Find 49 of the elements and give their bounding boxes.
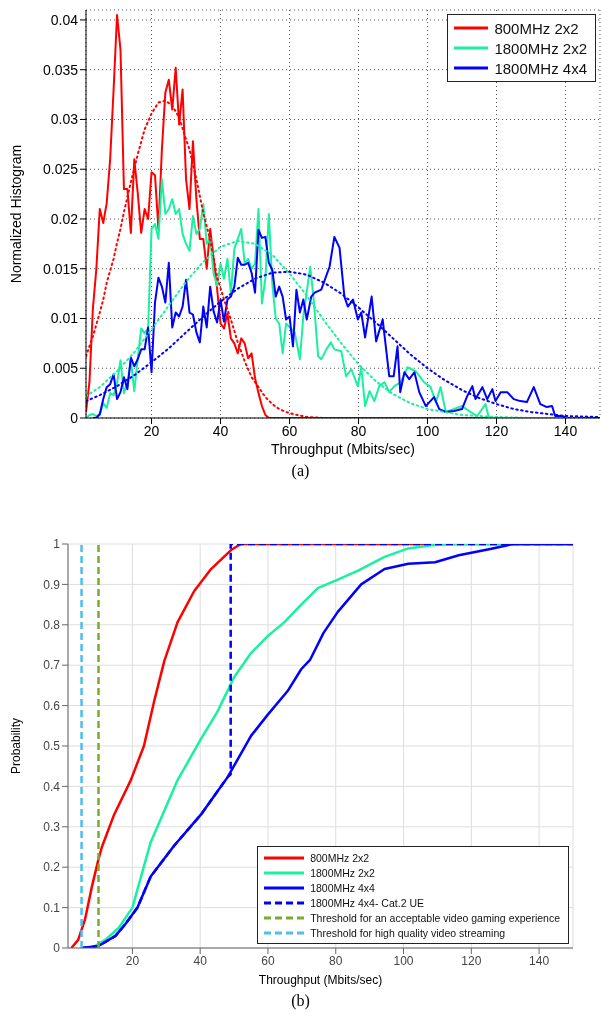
legend-label: 800MHz 2x2 — [310, 851, 370, 864]
y-tick-label: 1 — [53, 537, 61, 552]
y-tick-label: 0.6 — [43, 698, 61, 713]
y-tick-label: 0.5 — [43, 739, 61, 754]
y-tick-label: 0.02 — [50, 210, 79, 227]
y-tick-label: 0.3 — [43, 820, 61, 835]
y-tick-label: 0 — [70, 409, 79, 426]
x-tick-label: 20 — [143, 422, 160, 439]
x-tick-label: 120 — [461, 953, 482, 968]
y-axis-title: Normalized Histogram — [7, 144, 24, 284]
legend-label: 1800MHz 2x2 — [494, 39, 587, 57]
legend-label: 1800MHz 2x2 — [310, 866, 375, 879]
x-axis-title: Throughput (Mbits/sec) — [271, 441, 415, 457]
x-tick-label: 20 — [125, 953, 140, 968]
y-tick-label: 0.03 — [50, 111, 79, 128]
y-tick-label: 0.7 — [43, 658, 61, 673]
legend-label: 800MHz 2x2 — [494, 19, 579, 37]
y-tick-label: 0.035 — [42, 61, 79, 78]
x-tick-label: 60 — [281, 422, 298, 439]
x-tick-label: 100 — [393, 953, 414, 968]
x-tick-label: 60 — [261, 953, 275, 968]
legend-label: Threshold for high quality video streaming — [310, 926, 506, 939]
y-tick-label: 0.8 — [43, 618, 61, 633]
y-tick-label: 0 — [53, 941, 61, 956]
y-tick-label: 0.1 — [43, 900, 61, 915]
x-tick-label: 80 — [350, 422, 367, 439]
y-tick-label: 0.2 — [43, 860, 61, 875]
text: (a) — [290, 462, 311, 482]
x-tick-label: 140 — [529, 953, 550, 968]
legend-label: 1800MHz 4x4 — [494, 59, 587, 77]
x-tick-label: 40 — [193, 953, 208, 968]
x-tick-label: 100 — [415, 422, 440, 439]
text: (b) — [290, 992, 311, 1012]
x-tick-label: 40 — [212, 422, 229, 439]
y-tick-label: 0.4 — [43, 779, 61, 794]
y-tick-label: 0.025 — [42, 161, 79, 178]
y-tick-label: 0.04 — [50, 11, 79, 28]
y-tick-label: 0.9 — [43, 577, 61, 592]
y-tick-label: 0.01 — [50, 310, 79, 327]
x-axis-title: Throughput (Mbits/sec) — [258, 973, 383, 987]
y-tick-label: 0.005 — [42, 360, 79, 377]
legend-label: 1800MHz 4x4 — [310, 881, 375, 894]
y-tick-label: 0.015 — [42, 260, 79, 277]
legend-label: Threshold for an acceptable video gaming experience — [310, 911, 560, 924]
x-tick-label: 120 — [484, 422, 509, 439]
legend-label: 1800MHz 4x4- Cat.2 UE — [310, 896, 424, 909]
x-tick-label: 140 — [553, 422, 578, 439]
x-tick-label: 80 — [329, 953, 343, 968]
y-axis-title: Probability — [9, 717, 24, 775]
